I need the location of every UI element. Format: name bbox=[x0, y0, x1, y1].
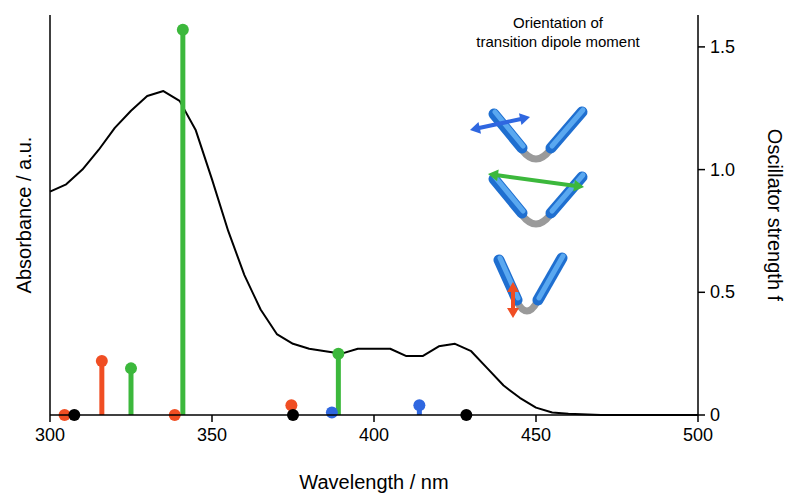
x-axis-title: Wavelength / nm bbox=[299, 471, 448, 493]
x-tick-label: 300 bbox=[35, 425, 65, 445]
y2-tick-label: 1.0 bbox=[710, 160, 735, 180]
icon-slab-highlight bbox=[500, 258, 518, 298]
x-tick bbox=[697, 415, 699, 422]
absorbance-line bbox=[50, 91, 698, 415]
inset-title: transition dipole moment bbox=[476, 33, 640, 50]
x-tick-label: 350 bbox=[197, 425, 227, 445]
icon-arrowhead bbox=[488, 169, 499, 181]
stem-dot bbox=[125, 362, 137, 374]
chart: 300 350 400 450 5000 0.5 1.0 1.5 Wavelength / nm… bbox=[0, 0, 796, 499]
stem-dot bbox=[326, 407, 338, 419]
icon-arrowhead bbox=[470, 122, 481, 134]
inset-title: Orientation of bbox=[513, 14, 604, 31]
stem-dot bbox=[332, 348, 344, 360]
y2-axis bbox=[697, 15, 699, 415]
stem bbox=[336, 354, 341, 415]
stem bbox=[180, 30, 185, 415]
icon-arrowhead bbox=[573, 180, 584, 192]
icon-slab-highlight bbox=[495, 177, 523, 211]
icon-arrowhead bbox=[507, 308, 519, 318]
y2-tick-label: 0.5 bbox=[710, 282, 735, 302]
icon-slab-highlight bbox=[552, 110, 583, 146]
inset-icons bbox=[470, 110, 584, 318]
icon-arrowhead bbox=[519, 113, 530, 125]
icon-arrow bbox=[496, 175, 576, 186]
icon-arrow bbox=[511, 290, 515, 310]
y2-tick bbox=[698, 292, 705, 294]
x-tick-label: 400 bbox=[359, 425, 389, 445]
y2-tick bbox=[698, 414, 705, 416]
stem-dot bbox=[96, 355, 108, 367]
x-tick bbox=[535, 415, 537, 422]
icon-slab-highlight bbox=[539, 256, 563, 298]
icon-slab-highlight bbox=[552, 175, 583, 211]
plot-area bbox=[50, 24, 698, 421]
icon-arrowhead bbox=[507, 282, 519, 292]
x-tick bbox=[373, 415, 375, 422]
icon-arrow bbox=[478, 119, 522, 129]
y2-tick bbox=[698, 169, 705, 171]
x-tick-label: 500 bbox=[683, 425, 713, 445]
y-axis-title: Absorbance / a.u. bbox=[13, 137, 35, 294]
x-tick-label: 450 bbox=[521, 425, 551, 445]
x-tick bbox=[211, 415, 213, 422]
stem-dot bbox=[177, 24, 189, 36]
y2-tick bbox=[698, 46, 705, 48]
y-axis bbox=[49, 15, 51, 415]
stem bbox=[129, 368, 134, 415]
stem-dot bbox=[413, 399, 425, 411]
stem bbox=[99, 361, 104, 415]
x-tick bbox=[49, 415, 51, 422]
y2-axis-title: Oscillator strength f bbox=[764, 129, 786, 302]
y2-tick-label: 0 bbox=[710, 405, 720, 425]
y2-tick-label: 1.5 bbox=[710, 37, 735, 57]
icon-slab-highlight bbox=[495, 112, 523, 146]
